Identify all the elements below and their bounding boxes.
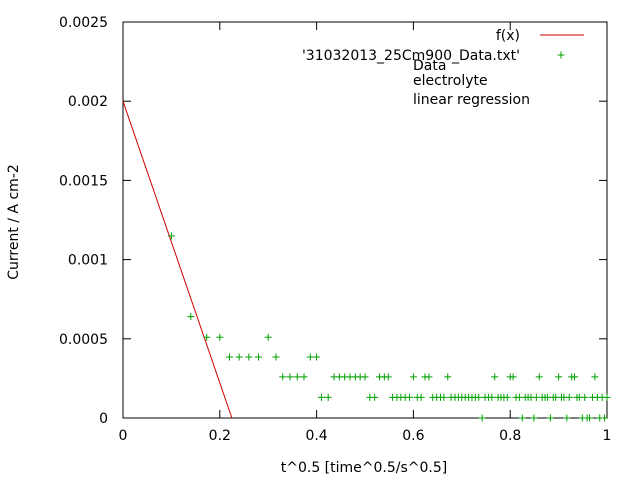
data-point (581, 393, 589, 401)
data-point (371, 393, 379, 401)
x-tick-label: 0.2 (209, 428, 231, 444)
legend-label-linear-regression: linear regression (413, 92, 530, 108)
data-point (235, 353, 243, 361)
data-point (361, 373, 369, 381)
x-tick-label: 1 (603, 428, 612, 444)
data-point (293, 373, 301, 381)
data-point (255, 353, 263, 361)
data-point (571, 373, 579, 381)
data-point (384, 373, 392, 381)
data-point (601, 414, 609, 422)
data-point (324, 393, 332, 401)
data-point (300, 373, 308, 381)
x-tick-label: 0.8 (499, 428, 521, 444)
data-point (491, 373, 499, 381)
data-point (272, 353, 280, 361)
y-tick-label: 0.001 (68, 253, 108, 269)
legend: f(x) '31032013_25Cm900_Data.txt'Dataelect… (302, 28, 584, 108)
data-point (313, 353, 321, 361)
data-point (530, 414, 538, 422)
data-point (425, 373, 433, 381)
data-point (317, 393, 325, 401)
y-tick-label: 0.0025 (59, 15, 108, 31)
data-point (563, 414, 571, 422)
data-point (279, 373, 287, 381)
data-point (444, 373, 452, 381)
y-tick-label: 0.002 (68, 94, 108, 110)
plot-border (122, 21, 608, 419)
data-point (555, 373, 563, 381)
data-point (216, 333, 224, 341)
legend-label-data: Data (413, 58, 446, 74)
axis-ticks: 0 0.2 0.4 0.6 0.8 1 0 0.0005 0.001 0.0015 0.002 0.0… (59, 15, 611, 444)
data-point (306, 353, 314, 361)
data-point (503, 393, 511, 401)
x-axis-label: t^0.5 [time^0.5/s^0.5] (281, 460, 448, 476)
data-point (509, 373, 517, 381)
data-point (409, 373, 417, 381)
data-point (417, 393, 425, 401)
x-tick-label: 0 (119, 428, 128, 444)
fx-line (122, 101, 233, 419)
y-tick-label: 0.0015 (59, 173, 108, 189)
x-tick-label: 0.6 (402, 428, 424, 444)
y-tick-label: 0 (99, 411, 108, 427)
data-point (565, 393, 573, 401)
data-point (406, 393, 414, 401)
data-point (535, 373, 543, 381)
y-tick-label: 0.0005 (59, 332, 108, 348)
data-point (286, 373, 294, 381)
data-point (203, 333, 211, 341)
data-point (475, 393, 483, 401)
data-point (546, 414, 554, 422)
data-point (478, 414, 486, 422)
data-point (440, 393, 448, 401)
legend-label-fx: f(x) (496, 28, 520, 44)
data-point (603, 393, 611, 401)
data-point (167, 232, 175, 240)
plot-frame (122, 21, 608, 419)
y-axis-label: Current / A cm-2 (6, 164, 22, 280)
data-point (245, 353, 253, 361)
data-point (264, 333, 272, 341)
series (122, 101, 611, 422)
data-point (591, 373, 599, 381)
data-point (488, 393, 496, 401)
data-point (586, 414, 594, 422)
data-point (225, 353, 233, 361)
x-tick-label: 0.4 (305, 428, 327, 444)
data-point (187, 313, 195, 321)
legend-label-electrolyte: electrolyte (413, 73, 488, 89)
legend-swatch-data-file (557, 51, 565, 59)
data-point (518, 414, 526, 422)
legend-label-data-file: '31032013_25Cm900_Data.txt' (302, 48, 520, 64)
